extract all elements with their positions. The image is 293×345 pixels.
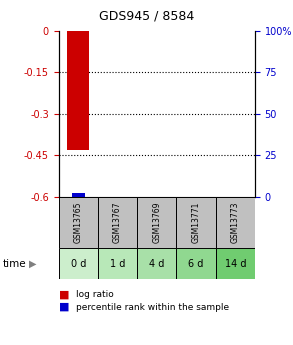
- Text: percentile rank within the sample: percentile rank within the sample: [76, 303, 229, 312]
- Text: GSM13769: GSM13769: [152, 202, 161, 243]
- Text: GSM13765: GSM13765: [74, 202, 83, 243]
- Text: log ratio: log ratio: [76, 290, 114, 299]
- Bar: [216, 248, 255, 279]
- Bar: [98, 248, 137, 279]
- Bar: [72, 193, 85, 197]
- Text: 6 d: 6 d: [188, 259, 204, 269]
- Text: 14 d: 14 d: [224, 259, 246, 269]
- Text: ▶: ▶: [29, 259, 37, 269]
- Bar: [216, 197, 255, 248]
- Bar: [137, 197, 176, 248]
- Text: 1 d: 1 d: [110, 259, 125, 269]
- Text: GSM13773: GSM13773: [231, 202, 240, 243]
- Text: 0 d: 0 d: [71, 259, 86, 269]
- Bar: [59, 197, 98, 248]
- Bar: [176, 197, 216, 248]
- Text: ■: ■: [59, 302, 69, 312]
- Text: 4 d: 4 d: [149, 259, 164, 269]
- Bar: [98, 197, 137, 248]
- Bar: [176, 248, 216, 279]
- Text: GDS945 / 8584: GDS945 / 8584: [99, 9, 194, 22]
- Bar: [67, 31, 89, 150]
- Text: time: time: [3, 259, 27, 269]
- Text: GSM13771: GSM13771: [192, 202, 200, 243]
- Bar: [59, 248, 98, 279]
- Text: ■: ■: [59, 290, 69, 300]
- Bar: [137, 248, 176, 279]
- Text: GSM13767: GSM13767: [113, 202, 122, 243]
